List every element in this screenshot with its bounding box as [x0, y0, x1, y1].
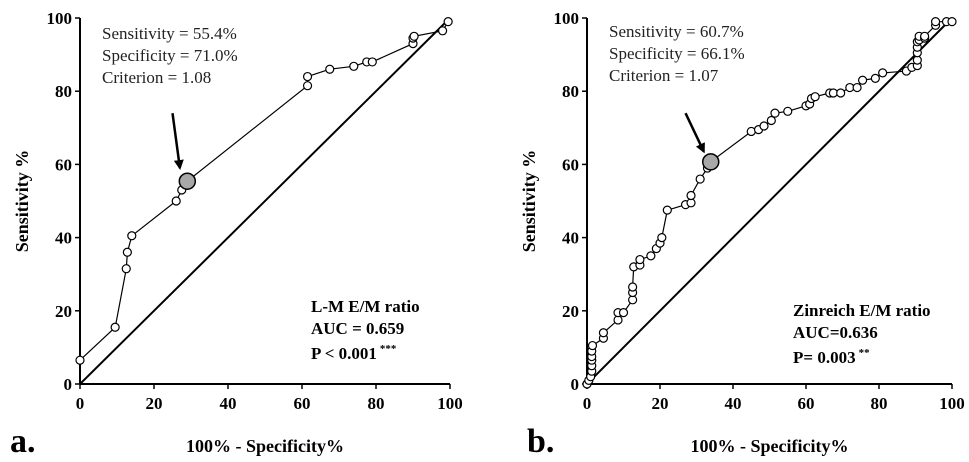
- roc-point: [783, 106, 793, 116]
- x-tick-label: 100: [437, 394, 463, 413]
- annotation-line: Sensitivity = 60.7%: [609, 22, 744, 41]
- roc-point: [127, 231, 137, 241]
- x-tick-label: 80: [368, 394, 385, 413]
- roc-point: [695, 174, 705, 184]
- reference-line: [79, 17, 451, 385]
- annotation-line: Specificity = 66.1%: [609, 44, 745, 63]
- annotation-line: Sensitivity = 55.4%: [102, 24, 237, 43]
- auc-value: AUC = 0.659: [311, 319, 404, 338]
- roc-point: [746, 126, 756, 137]
- x-tick-label: 40: [725, 394, 742, 413]
- roc-point: [110, 322, 120, 332]
- roc-point: [930, 17, 941, 27]
- roc-point: [302, 71, 313, 82]
- y-axis-title: Sensitivity %: [519, 150, 539, 253]
- roc-point: [587, 340, 598, 351]
- x-tick-label: 60: [294, 394, 311, 413]
- roc-point: [628, 282, 638, 292]
- y-tick-label: 20: [562, 302, 579, 321]
- stats-title: L-M E/M ratio: [311, 297, 420, 316]
- chart-panel-a: 0 20 40 60 80 100 0 20 40 60 80 100 100% - Specifici…: [10, 9, 463, 460]
- y-tick-label: 60: [562, 155, 579, 174]
- roc-point: [878, 68, 888, 78]
- x-axis-title: 100% - Specificity%: [186, 436, 344, 456]
- x-tick-label: 60: [798, 394, 815, 413]
- roc-point: [759, 121, 769, 131]
- x-tick-label: 40: [220, 394, 237, 413]
- y-tick-label: 0: [64, 375, 73, 394]
- reference-line: [586, 17, 953, 385]
- roc-point: [635, 254, 645, 265]
- roc-point: [766, 115, 776, 126]
- roc-point: [302, 81, 313, 91]
- y-tick-label: 40: [55, 229, 72, 248]
- optimal-cutoff-point: [178, 172, 197, 190]
- roc-point: [947, 17, 957, 27]
- panel-label: a.: [10, 423, 36, 460]
- annotation-line: Criterion = 1.08: [102, 68, 211, 87]
- annotation-line: Specificity = 71.0%: [102, 46, 238, 65]
- optimal-cutoff-point: [701, 153, 720, 171]
- roc-point: [75, 355, 85, 365]
- y-tick-label: 20: [55, 302, 72, 321]
- roc-point: [122, 247, 132, 257]
- roc-point: [443, 17, 453, 27]
- roc-point: [810, 92, 820, 102]
- roc-point: [662, 205, 672, 215]
- roc-point: [857, 75, 868, 85]
- roc-point: [657, 233, 667, 243]
- roc-point: [618, 308, 629, 318]
- roc-point: [770, 108, 780, 118]
- y-tick-label: 100: [47, 9, 73, 28]
- x-tick-label: 20: [146, 394, 163, 413]
- roc-point: [920, 31, 930, 41]
- roc-point: [598, 328, 609, 338]
- p-value: P < 0.001 ***: [311, 343, 397, 363]
- panel-label: b.: [527, 423, 554, 460]
- roc-point: [646, 251, 656, 261]
- roc-point: [836, 88, 846, 98]
- roc-point: [367, 57, 377, 67]
- stats-title: Zinreich E/M ratio: [793, 301, 931, 320]
- auc-value: AUC=0.636: [793, 323, 878, 342]
- chart-panel-b: 0 20 40 60 80 100 0 20 40 60 80 100 100% - Specifici…: [519, 9, 965, 460]
- x-tick-label: 100: [939, 394, 965, 413]
- cutoff-arrow: [171, 112, 184, 171]
- roc-point: [409, 31, 419, 41]
- y-axis-title: Sensitivity %: [12, 150, 32, 253]
- roc-point: [121, 264, 131, 274]
- roc-point: [686, 190, 696, 201]
- roc-point: [438, 26, 448, 36]
- y-tick-label: 0: [571, 375, 580, 394]
- x-tick-label: 80: [871, 394, 888, 413]
- x-tick-label: 0: [583, 394, 592, 413]
- p-value: P= 0.003 **: [793, 347, 870, 367]
- y-tick-label: 40: [562, 229, 579, 248]
- y-tick-label: 80: [562, 82, 579, 101]
- roc-point: [349, 61, 359, 71]
- x-tick-label: 20: [652, 394, 669, 413]
- roc-point: [852, 82, 862, 93]
- x-tick-label: 0: [76, 394, 85, 413]
- roc-point: [870, 73, 880, 83]
- x-axis-title: 100% - Specificity%: [691, 436, 849, 456]
- roc-point: [171, 196, 181, 206]
- annotation-line: Criterion = 1.07: [609, 66, 719, 85]
- y-tick-label: 60: [55, 155, 72, 174]
- y-tick-label: 100: [554, 9, 580, 28]
- cutoff-arrow: [684, 112, 705, 154]
- y-tick-label: 80: [55, 82, 72, 101]
- roc-point: [325, 64, 335, 74]
